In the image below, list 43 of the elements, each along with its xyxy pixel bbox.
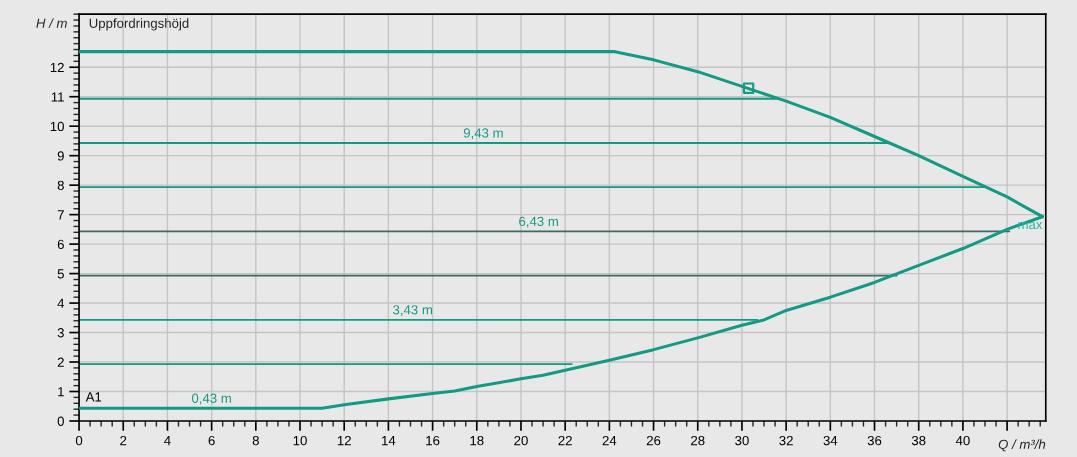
chart-title: Uppfordringshöjd [89,18,189,31]
x-tick-label: 10 [293,435,307,446]
x-tick-label: 0 [75,435,83,446]
x-tick-label: 12 [337,435,351,446]
x-tick-label: 4 [164,436,171,446]
y-tick-label: 4 [57,298,65,308]
x-tick-label: 34 [823,435,838,446]
y-tick-label: 8 [57,180,64,191]
x-tick-label: 22 [558,435,572,446]
annotation: 3,43 m [393,305,433,317]
y-tick-label: 11 [51,92,64,102]
y-tick-label: 3 [57,328,64,338]
annotation: max [1018,221,1043,230]
annotation: 6,43 m [519,216,558,228]
x-tick-label: 8 [252,435,259,446]
annotation: 0,43 m [191,393,231,405]
x-tick-label: 14 [382,436,396,446]
y-tick-label: 6 [57,239,64,250]
y-tick-label: 5 [57,269,64,279]
x-tick-label: 38 [911,435,926,446]
y-tick-label: 2 [57,357,64,367]
y-tick-label: 9 [57,151,64,161]
x-tick-label: 36 [867,435,882,446]
y-axis-title: H / m [36,18,67,28]
x-tick-label: 18 [470,435,484,446]
y-tick-label: 7 [57,210,64,220]
x-tick-label: 24 [602,435,617,446]
y-tick-label: 1 [58,387,64,397]
annotation: 9,43 m [463,128,503,140]
x-tick-label: 32 [779,435,793,446]
y-tick-label: 0 [57,416,64,426]
annotation: A1 [85,392,102,402]
x-tick-label: 16 [426,435,440,446]
x-tick-label: 6 [208,435,215,446]
x-tick-label: 2 [120,435,127,446]
x-tick-label: 20 [514,435,528,446]
x-tick-label: 40 [955,435,970,446]
y-tick-label: 12 [50,62,64,73]
x-tick-label: 28 [691,435,705,446]
x-axis-title: Q / m³/h [998,439,1046,452]
x-tick-label: 30 [735,435,749,446]
x-tick-label: 26 [646,435,661,446]
y-tick-label: 10 [50,121,64,132]
